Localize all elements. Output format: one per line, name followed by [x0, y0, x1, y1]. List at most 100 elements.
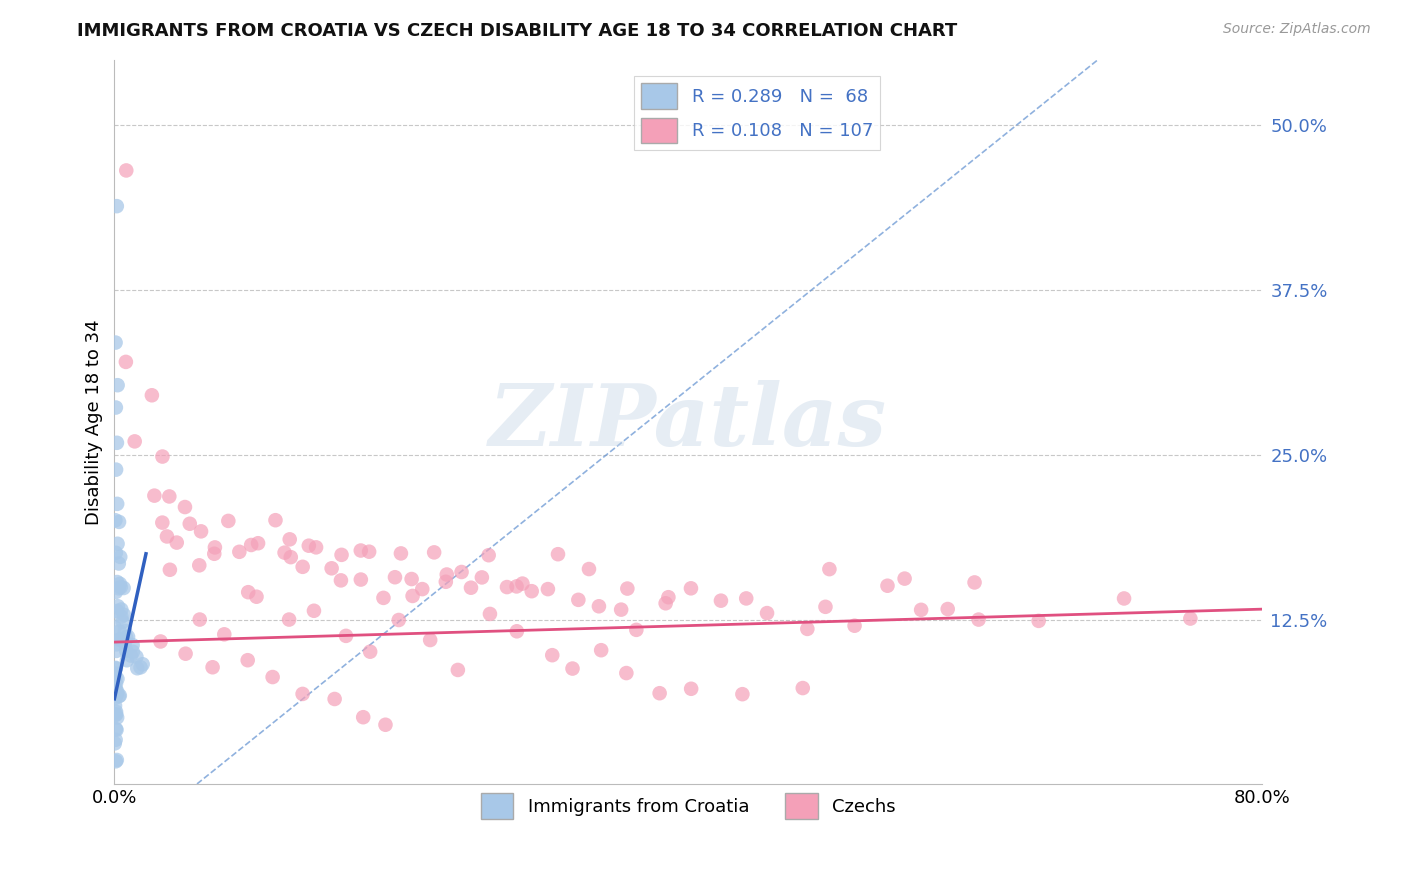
Text: Source: ZipAtlas.com: Source: ZipAtlas.com — [1223, 22, 1371, 37]
Point — [280, 550, 302, 565]
Point — [110, 580, 132, 594]
Point — [105, 435, 128, 450]
Point — [967, 613, 990, 627]
Point — [105, 753, 128, 767]
Point — [112, 607, 135, 622]
Point — [478, 548, 501, 562]
Point — [302, 604, 325, 618]
Point — [105, 637, 128, 651]
Point — [105, 688, 128, 702]
Point — [710, 593, 733, 607]
Point — [115, 653, 138, 667]
Point — [108, 515, 131, 529]
Point — [626, 623, 648, 637]
Point — [114, 624, 136, 638]
Point — [105, 604, 128, 618]
Point — [108, 689, 131, 703]
Point — [936, 602, 959, 616]
Point — [157, 490, 180, 504]
Point — [512, 576, 534, 591]
Point — [350, 543, 373, 558]
Point — [401, 572, 423, 586]
Point — [228, 545, 250, 559]
Point — [104, 620, 127, 634]
Point — [245, 590, 267, 604]
Point — [373, 591, 395, 605]
Point — [389, 546, 412, 560]
Point — [506, 624, 529, 639]
Point — [188, 613, 211, 627]
Point — [105, 723, 128, 737]
Point — [330, 548, 353, 562]
Point — [127, 661, 149, 675]
Point — [110, 632, 132, 647]
Point — [143, 489, 166, 503]
Point — [115, 643, 138, 657]
Point — [104, 722, 127, 736]
Point — [104, 513, 127, 527]
Point — [537, 582, 560, 596]
Point — [541, 648, 564, 663]
Point — [107, 378, 129, 392]
Point — [204, 541, 226, 555]
Point — [108, 582, 131, 596]
Point — [447, 663, 470, 677]
Point — [121, 638, 143, 652]
Point — [125, 649, 148, 664]
Point — [115, 631, 138, 645]
Point — [108, 577, 131, 591]
Point — [505, 579, 527, 593]
Point — [107, 557, 129, 571]
Point — [578, 562, 600, 576]
Point — [104, 401, 127, 415]
Point — [214, 627, 236, 641]
Point — [107, 599, 129, 614]
Point — [104, 698, 127, 713]
Point — [104, 732, 127, 747]
Point — [115, 163, 138, 178]
Point — [411, 582, 433, 596]
Point — [305, 541, 328, 555]
Point — [436, 567, 458, 582]
Point — [110, 609, 132, 624]
Point — [156, 529, 179, 543]
Point — [893, 572, 915, 586]
Point — [614, 666, 637, 681]
Point — [384, 570, 406, 584]
Point — [120, 648, 142, 663]
Point — [588, 599, 610, 614]
Point — [104, 661, 127, 675]
Point — [149, 634, 172, 648]
Point — [117, 630, 139, 644]
Point — [520, 584, 543, 599]
Point — [202, 547, 225, 561]
Point — [264, 513, 287, 527]
Point — [131, 657, 153, 672]
Point — [321, 561, 343, 575]
Point — [174, 500, 197, 514]
Point — [352, 710, 374, 724]
Point — [291, 559, 314, 574]
Point — [496, 580, 519, 594]
Point — [105, 644, 128, 658]
Point — [273, 546, 295, 560]
Point — [104, 708, 127, 723]
Point — [105, 684, 128, 698]
Point — [108, 689, 131, 703]
Point — [104, 736, 127, 750]
Point — [104, 755, 127, 769]
Point — [278, 533, 301, 547]
Point — [616, 582, 638, 596]
Point — [104, 690, 127, 705]
Point — [104, 671, 127, 685]
Point — [471, 570, 494, 584]
Legend: Immigrants from Croatia, Czechs: Immigrants from Croatia, Czechs — [474, 786, 903, 826]
Point — [329, 574, 352, 588]
Point — [359, 544, 381, 558]
Point — [792, 681, 814, 695]
Point — [152, 450, 174, 464]
Point — [111, 615, 134, 629]
Point — [648, 686, 671, 700]
Point — [756, 606, 779, 620]
Point — [419, 633, 441, 648]
